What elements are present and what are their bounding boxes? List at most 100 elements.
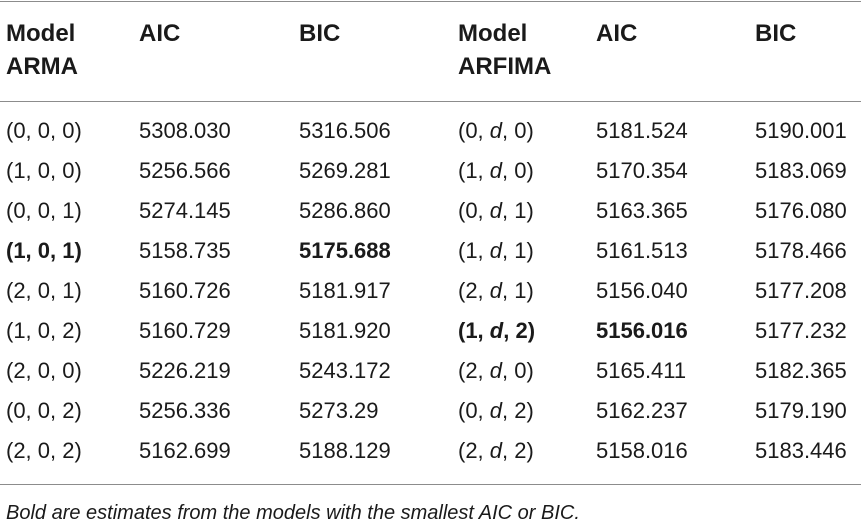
arfima-model-suffix: , 1) [502,238,534,263]
arfima-aic-cell: 5165.411 [596,358,687,383]
arfima-model-prefix: (1, [458,318,490,343]
arfima-model-cell: (2, d, 2) [458,431,534,471]
arma-aic-cell: 5158.735 [139,238,231,263]
arfima-model-suffix: , 0) [502,158,534,183]
arma-model-cell: (1, 0, 0) [6,158,82,183]
arma-model-cell: (0, 0, 2) [6,398,82,423]
arfima-model-cell: (0, d, 2) [458,391,534,431]
arfima-model-prefix: (2, [458,438,490,463]
arfima-bic-cell: 5178.466 [755,238,847,263]
arfima-model-prefix: (2, [458,278,490,303]
arfima-model-cell: (1, d, 1) [458,231,534,271]
header-arma-bic: BIC [299,20,341,47]
arfima-aic-cell: 5163.365 [596,198,688,223]
arfima-aic-cell: 5156.040 [596,278,688,303]
arma-aic-cell: 5256.566 [139,158,231,183]
table-header: Model ARMA AIC BIC Model ARFIMA AIC BIC [0,17,861,97]
arma-aic-cell: 5160.726 [139,278,231,303]
arfima-model-cell: (1, d, 2) [458,311,535,351]
table-row: (1, 0, 0) 5256.566 5269.281 (1, d, 0) 5170.3… [0,151,861,191]
table-row: (2, 0, 2) 5162.699 5188.129 (2, d, 2) 5158.0… [0,431,861,471]
arfima-d-symbol: d [489,158,503,183]
arfima-d-symbol: d [489,198,503,223]
table-top-rule [0,1,861,2]
table-row: (1, 0, 1) 5158.735 5175.688 (1, d, 1) 5161.5… [0,231,861,271]
arfima-d-symbol: d [489,438,503,463]
arfima-bic-cell: 5177.208 [755,278,847,303]
arma-aic-cell: 5226.219 [139,358,231,383]
arfima-model-prefix: (0, [458,118,490,143]
arfima-model-suffix: , 0) [502,358,534,383]
arfima-model-prefix: (2, [458,358,490,383]
arfima-aic-cell: 5156.016 [596,318,688,343]
table-row: (0, 0, 2) 5256.336 5273.29 (0, d, 2) 5162.23… [0,391,861,431]
arfima-aic-cell: 5161.513 [596,238,688,263]
arma-aic-cell: 5274.145 [139,198,231,223]
table-row: (2, 0, 1) 5160.726 5181.917 (2, d, 1) 5156.0… [0,271,861,311]
arfima-aic-cell: 5162.237 [596,398,688,423]
arma-model-cell: (1, 0, 1) [6,238,82,263]
arfima-model-suffix: , 2) [502,438,534,463]
header-arfima-aic: AIC [596,20,638,47]
arfima-model-suffix: , 1) [502,198,534,223]
arma-model-cell: (0, 0, 0) [6,118,82,143]
header-model-arma: Model ARMA [6,20,78,80]
arma-model-cell: (2, 0, 0) [6,358,82,383]
table-header-rule [0,101,861,102]
arfima-model-cell: (0, d, 0) [458,111,534,151]
table-row: (0, 0, 0) 5308.030 5316.506 (0, d, 0) 5181.5… [0,111,861,151]
arma-bic-cell: 5269.281 [299,158,391,183]
arfima-aic-cell: 5158.016 [596,438,688,463]
arfima-bic-cell: 5176.080 [755,198,847,223]
arfima-model-prefix: (0, [458,398,490,423]
arfima-model-prefix: (0, [458,198,490,223]
arfima-d-symbol: d [489,358,503,383]
table-footnote: Bold are estimates from the models with … [6,502,580,524]
header-model-arfima: Model ARFIMA [458,20,552,80]
arma-bic-cell: 5286.860 [299,198,391,223]
arma-bic-cell: 5175.688 [299,238,391,263]
arma-model-cell: (2, 0, 1) [6,278,82,303]
table-row: (2, 0, 0) 5226.219 5243.172 (2, d, 0) 5165.4… [0,351,861,391]
arma-bic-cell: 5181.920 [299,318,391,343]
table-bottom-rule [0,484,861,485]
arfima-d-symbol: d [489,278,503,303]
arma-bic-cell: 5188.129 [299,438,391,463]
arma-bic-cell: 5181.917 [299,278,391,303]
arfima-bic-cell: 5177.232 [755,318,847,343]
table-row: (0, 0, 1) 5274.145 5286.860 (0, d, 1) 5163.3… [0,191,861,231]
arfima-model-cell: (2, d, 1) [458,271,534,311]
arma-aic-cell: 5162.699 [139,438,231,463]
header-arfima-bic: BIC [755,20,797,47]
arfima-bic-cell: 5190.001 [755,118,847,143]
table-row: (1, 0, 2) 5160.729 5181.920 (1, d, 2) 5156.0… [0,311,861,351]
arfima-d-symbol: d [489,118,503,143]
header-arma-aic: AIC [139,20,181,47]
arfima-model-cell: (0, d, 1) [458,191,534,231]
arfima-d-symbol: d [489,318,504,343]
arfima-model-suffix: , 1) [502,278,534,303]
arma-bic-cell: 5273.29 [299,398,379,423]
arma-model-cell: (2, 0, 2) [6,438,82,463]
arfima-model-suffix: , 2) [502,398,534,423]
arfima-d-symbol: d [489,238,503,263]
arfima-model-prefix: (1, [458,238,490,263]
arfima-model-prefix: (1, [458,158,490,183]
arma-model-cell: (0, 0, 1) [6,198,82,223]
arfima-aic-cell: 5181.524 [596,118,688,143]
arma-model-cell: (1, 0, 2) [6,318,82,343]
arfima-bic-cell: 5182.365 [755,358,847,383]
arma-bic-cell: 5243.172 [299,358,391,383]
arfima-bic-cell: 5179.190 [755,398,847,423]
arfima-bic-cell: 5183.069 [755,158,847,183]
arma-bic-cell: 5316.506 [299,118,391,143]
arma-aic-cell: 5160.729 [139,318,231,343]
arma-aic-cell: 5308.030 [139,118,231,143]
arfima-bic-cell: 5183.446 [755,438,847,463]
arfima-model-cell: (1, d, 0) [458,151,534,191]
arfima-d-symbol: d [489,398,503,423]
arfima-model-suffix: , 2) [503,318,536,343]
arfima-model-cell: (2, d, 0) [458,351,534,391]
arfima-model-suffix: , 0) [502,118,534,143]
arfima-aic-cell: 5170.354 [596,158,688,183]
